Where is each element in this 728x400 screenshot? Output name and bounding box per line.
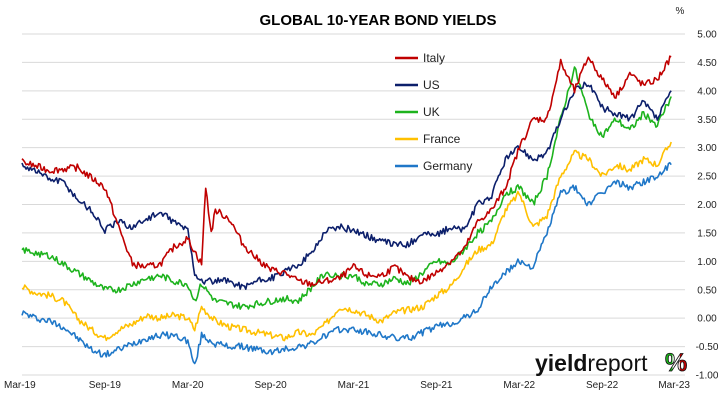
logo-word-light: report	[587, 350, 648, 376]
y-tick-label: 1.00	[697, 257, 717, 268]
series-line-italy	[21, 55, 672, 287]
x-tick-label: Sep-21	[420, 380, 453, 391]
x-tick-label: Sep-22	[586, 380, 619, 391]
y-tick-label: 0.50	[697, 285, 717, 296]
x-axis-ticks: Mar-19 Sep-19 Mar-20 Sep-20 Mar-21 Sep-21 Mar-…	[4, 380, 690, 391]
legend-label-italy: Italy	[423, 51, 445, 65]
legend: Italy US UK France Germany	[395, 51, 472, 173]
y-axis-ticks: 5.00 4.50 4.00 3.50 3.00 2.50 2.00 1.50 1.00 0.50…	[696, 30, 719, 382]
chart-title: GLOBAL 10-YEAR BOND YIELDS	[260, 12, 497, 29]
logo-percent-symbol: %	[665, 349, 687, 377]
y-tick-label: 5.00	[697, 30, 717, 41]
legend-label-uk: UK	[423, 105, 440, 119]
y-tick-label: 0.00	[697, 314, 717, 325]
x-tick-label: Mar-22	[503, 380, 535, 391]
x-tick-label: Mar-21	[338, 380, 370, 391]
y-tick-label: 2.00	[697, 200, 717, 211]
legend-label-germany: Germany	[423, 159, 472, 173]
series-line-france	[21, 141, 672, 342]
y-tick-label: -1.00	[696, 371, 719, 382]
legend-label-france: France	[423, 132, 461, 146]
series-lines	[21, 55, 672, 365]
y-tick-label: 3.00	[697, 143, 717, 154]
series-line-germany	[21, 161, 672, 365]
y-tick-label: 1.50	[697, 228, 717, 239]
logo-wordmark: yieldreport	[535, 350, 648, 376]
x-tick-label: Mar-23	[658, 380, 690, 391]
y-tick-label: 4.00	[697, 86, 717, 97]
x-tick-label: Sep-19	[89, 380, 122, 391]
yieldreport-logo: yieldreport %	[535, 349, 688, 378]
y-tick-label: -0.50	[696, 342, 719, 353]
x-tick-label: Mar-20	[172, 380, 204, 391]
y-tick-label: 2.50	[697, 172, 717, 183]
y-tick-label: 4.50	[697, 58, 717, 69]
x-tick-label: Mar-19	[4, 380, 36, 391]
logo-percent-mark: %	[665, 349, 688, 378]
legend-label-us: US	[423, 78, 440, 92]
y-axis-unit-label: %	[676, 6, 685, 17]
x-tick-label: Sep-20	[255, 380, 288, 391]
series-line-us	[21, 81, 672, 290]
logo-word-bold: yield	[535, 350, 587, 376]
y-tick-label: 3.50	[697, 115, 717, 126]
